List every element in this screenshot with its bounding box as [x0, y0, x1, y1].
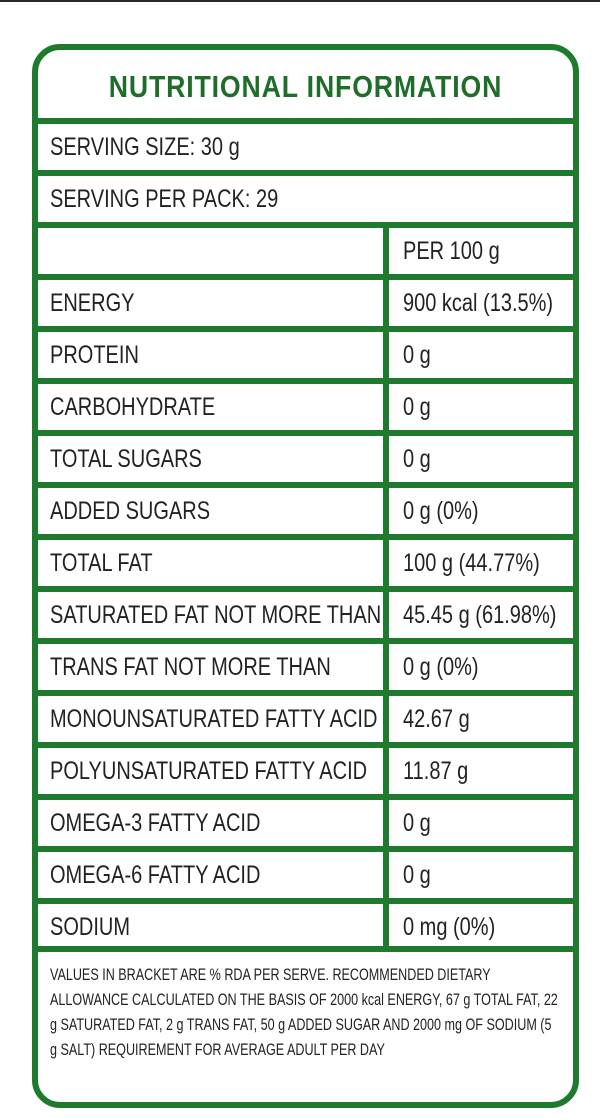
nutrient-row: TRANS FAT NOT MORE THAN 0 g (0%) [38, 638, 573, 690]
nutrient-row: OMEGA-6 FATTY ACID 0 g [38, 846, 573, 898]
image-top-edge [0, 0, 600, 2]
serving-per-pack-row: SERVING PER PACK: 29 [38, 170, 573, 222]
nutrient-row: CARBOHYDRATE 0 g [38, 378, 573, 430]
nutrition-label: NUTRITIONAL INFORMATION SERVING SIZE: 30… [32, 44, 579, 1108]
nutrient-row: TOTAL FAT 100 g (44.77%) [38, 534, 573, 586]
column-header-blank [38, 228, 383, 274]
label-title: NUTRITIONAL INFORMATION [108, 69, 503, 104]
nutrient-name: PROTEIN [50, 340, 139, 369]
footnote-text: VALUES IN BRACKET ARE % RDA PER SERVE. R… [50, 965, 558, 1059]
nutrient-name: TOTAL SUGARS [50, 444, 202, 473]
nutrient-value: 11.87 g [383, 748, 573, 794]
nutrient-name: SATURATED FAT NOT MORE THAN [50, 600, 382, 629]
nutrient-value: 0 g [383, 436, 573, 482]
nutrient-name: MONOUNSATURATED FATTY ACID [50, 704, 378, 733]
nutrient-value: 0 g [383, 332, 573, 378]
nutrient-row: POLYUNSATURATED FATTY ACID 11.87 g [38, 742, 573, 794]
nutrient-row: PROTEIN 0 g [38, 326, 573, 378]
nutrient-row: ENERGY 900 kcal (13.5%) [38, 274, 573, 326]
nutrient-value: 0 g (0%) [383, 488, 573, 534]
nutrient-name: OMEGA-6 FATTY ACID [50, 860, 261, 889]
nutrient-row: TOTAL SUGARS 0 g [38, 430, 573, 482]
nutrient-value: 42.67 g [383, 696, 573, 742]
nutrient-value: 0 g [383, 852, 573, 898]
footnote: VALUES IN BRACKET ARE % RDA PER SERVE. R… [38, 946, 573, 1102]
column-header-row: PER 100 g [38, 222, 573, 274]
nutrient-name: TOTAL FAT [50, 548, 153, 577]
nutrient-value: 0 g [383, 800, 573, 846]
nutrient-value: 0 g (0%) [383, 644, 573, 690]
nutrient-value: 900 kcal (13.5%) [383, 280, 573, 326]
serving-size: SERVING SIZE: 30 g [50, 132, 240, 161]
nutrient-row: MONOUNSATURATED FATTY ACID 42.67 g [38, 690, 573, 742]
serving-size-row: SERVING SIZE: 30 g [38, 118, 573, 170]
nutrient-row: OMEGA-3 FATTY ACID 0 g [38, 794, 573, 846]
nutrient-value: 0 g [383, 384, 573, 430]
nutrient-name: POLYUNSATURATED FATTY ACID [50, 756, 368, 785]
nutrient-name: SODIUM [50, 912, 130, 941]
nutrient-name: TRANS FAT NOT MORE THAN [50, 652, 331, 681]
nutrient-name: ENERGY [50, 288, 135, 317]
serving-per-pack: SERVING PER PACK: 29 [50, 184, 279, 213]
nutrient-value: 0 mg (0%) [383, 904, 573, 950]
nutrient-row: SODIUM 0 mg (0%) [38, 898, 573, 950]
nutrient-row: SATURATED FAT NOT MORE THAN 45.45 g (61.9… [38, 586, 573, 638]
nutrient-name: CARBOHYDRATE [50, 392, 216, 421]
nutrient-row: ADDED SUGARS 0 g (0%) [38, 482, 573, 534]
nutrient-name: OMEGA-3 FATTY ACID [50, 808, 261, 837]
nutrient-name: ADDED SUGARS [50, 496, 211, 525]
nutrient-value: 45.45 g (61.98%) [383, 592, 573, 638]
column-header-per-100g: PER 100 g [383, 228, 573, 274]
nutrient-value: 100 g (44.77%) [383, 540, 573, 586]
